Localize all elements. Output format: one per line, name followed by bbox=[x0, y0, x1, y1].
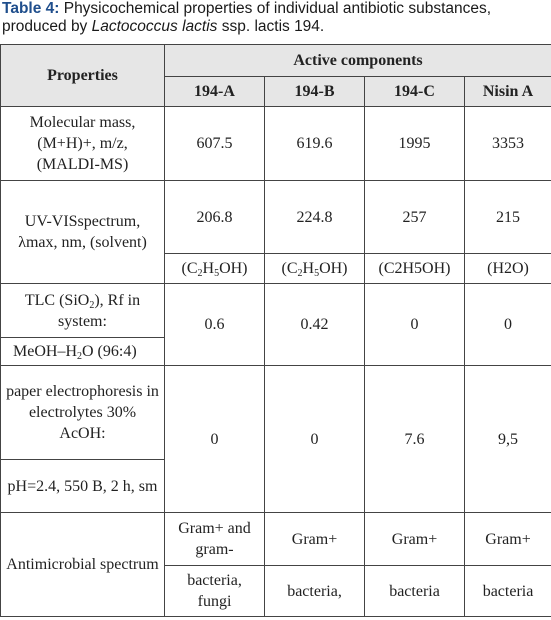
cell-mass-194b: 619.6 bbox=[264, 106, 365, 181]
cell-uv-194b: 224.8 bbox=[264, 180, 365, 254]
cell-mass-194c: 1995 bbox=[364, 106, 465, 181]
header-col-194b: 194-B bbox=[264, 76, 365, 107]
table-row-antimicrobial: Antimicrobial spectrum Gram+ and gram- G… bbox=[0, 512, 551, 617]
header-columns-row: 194-A 194-B 194-C Nisin A bbox=[1, 76, 551, 107]
header-properties: Properties bbox=[0, 44, 165, 107]
row-label-molecular-mass: Molecular mass, (M+H)+, m/z, (MALDI-MS) bbox=[0, 106, 165, 181]
table-row-electrophoresis: paper electrophoresis in electrolytes 30… bbox=[0, 365, 551, 513]
cell-uv-nisin-a: 215 bbox=[464, 180, 551, 254]
cell-mass-nisin-a: 3353 bbox=[464, 106, 551, 181]
cell-solvent-194b: (C2H5OH) bbox=[264, 253, 365, 284]
cell-solvent-nisin-a: (H2O) bbox=[464, 253, 551, 284]
table-row-tlc: TLC (SiO2), Rf in system: 0.6 0.42 0 0 bbox=[0, 283, 551, 366]
cell-electro-194c: 7.6 bbox=[364, 365, 465, 513]
properties-table: Properties Active components 194-A 194-B… bbox=[0, 44, 551, 617]
cell-uv-194a: 206.8 bbox=[164, 180, 265, 254]
header-row: Properties Active components bbox=[0, 44, 551, 107]
table-row-tlc-system: MeOH–H2O (96:4) bbox=[0, 337, 551, 366]
table-row-uv-vis: UV-VISspectrum, λmax, nm, (solvent) 206.… bbox=[0, 180, 551, 284]
row-label-uv-vis: UV-VISspectrum, λmax, nm, (solvent) bbox=[0, 180, 165, 284]
cell-uv-194c: 257 bbox=[364, 180, 465, 254]
header-col-nisin-a: Nisin A bbox=[464, 76, 551, 107]
cell-mass-194a: 607.5 bbox=[164, 106, 265, 181]
caption-text-2: ssp. lactis 194. bbox=[217, 18, 325, 35]
row-label-antimicrobial: Antimicrobial spectrum bbox=[0, 512, 165, 617]
cell-electro-nisin-a: 9,5 bbox=[464, 365, 551, 513]
row-label-tlc: TLC (SiO2), Rf in system: bbox=[0, 283, 165, 338]
caption-text-1: Physicochemical properties of individual… bbox=[2, 0, 492, 35]
cell-electro-194b: 0 bbox=[264, 365, 365, 513]
table-caption: Table 4: Physicochemical properties of i… bbox=[2, 0, 551, 36]
cell-tlc-194c: 0 bbox=[364, 283, 465, 366]
cell-antimicrobial-194a-bottom: bacteria, fungi bbox=[164, 565, 265, 617]
header-col-194a: 194-A bbox=[164, 76, 265, 107]
cell-antimicrobial-194c-top: Gram+ bbox=[364, 512, 465, 566]
row-label-tlc-system: MeOH–H2O (96:4) bbox=[0, 337, 165, 366]
table-row-antimicrobial-bottom: bacteria, fungi bacteria, bacteria bacte… bbox=[1, 565, 551, 617]
row-label-electrophoresis: paper electrophoresis in electrolytes 30… bbox=[0, 365, 165, 460]
cell-antimicrobial-194b-bottom: bacteria, bbox=[264, 565, 365, 617]
cell-electro-194a: 0 bbox=[164, 365, 265, 513]
table-row-uv-solvent: (C2H5OH) (C2H5OH) (C2H5OH) (H2O) bbox=[1, 253, 551, 284]
cell-antimicrobial-194c-bottom: bacteria bbox=[364, 565, 465, 617]
cell-antimicrobial-nisin-a-bottom: bacteria bbox=[464, 565, 551, 617]
header-active-components: Active components bbox=[164, 44, 551, 77]
table-row-electrophoresis-conditions: pH=2.4, 550 B, 2 h, sm bbox=[0, 459, 551, 513]
caption-label: Table 4: bbox=[2, 0, 60, 17]
cell-solvent-194a: (C2H5OH) bbox=[164, 253, 265, 284]
cell-antimicrobial-194b-top: Gram+ bbox=[264, 512, 365, 566]
table-row-molecular-mass: Molecular mass, (M+H)+, m/z, (MALDI-MS) … bbox=[0, 106, 551, 181]
cell-antimicrobial-nisin-a-top: Gram+ bbox=[464, 512, 551, 566]
cell-solvent-194c: (C2H5OH) bbox=[364, 253, 465, 284]
cell-antimicrobial-194a-top: Gram+ and gram- bbox=[164, 512, 265, 566]
caption-organism: Lactococcus lactis bbox=[91, 18, 218, 35]
cell-tlc-nisin-a: 0 bbox=[464, 283, 551, 366]
header-col-194c: 194-C bbox=[364, 76, 465, 107]
row-label-electrophoresis-conditions: pH=2.4, 550 B, 2 h, sm bbox=[0, 459, 165, 513]
cell-tlc-194a: 0.6 bbox=[164, 283, 265, 366]
cell-tlc-194b: 0.42 bbox=[264, 283, 365, 366]
